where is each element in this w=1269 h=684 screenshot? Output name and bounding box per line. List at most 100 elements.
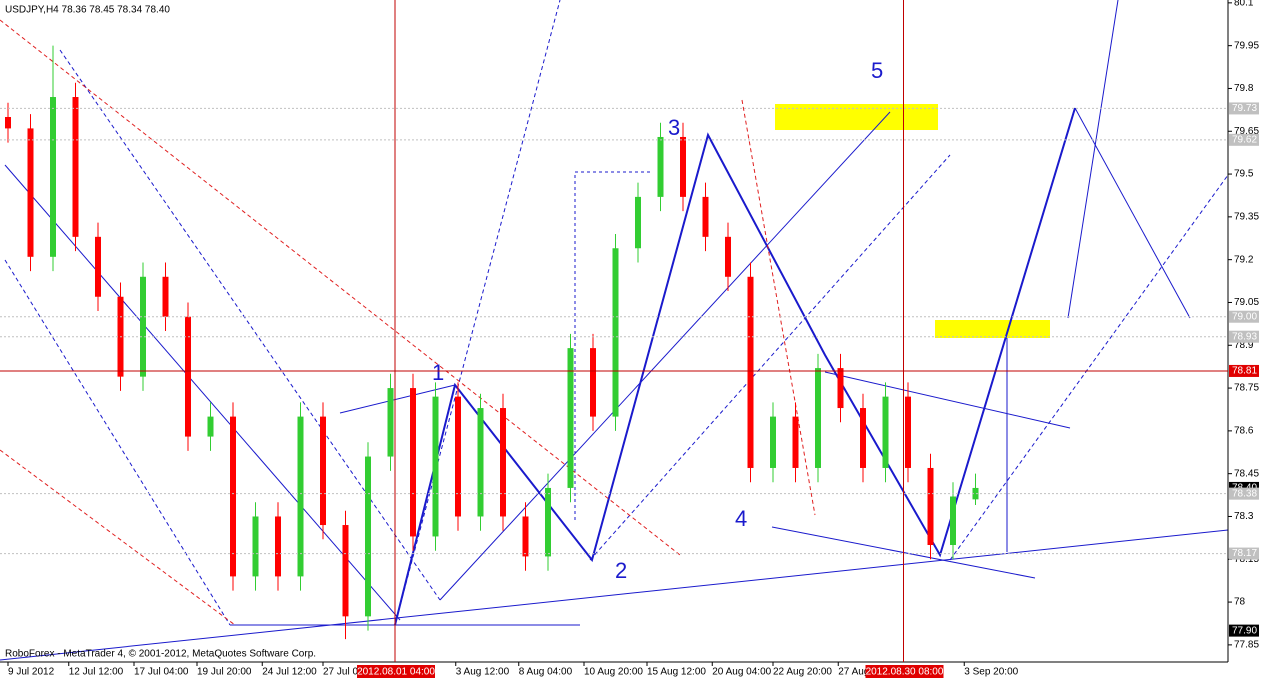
candle-body [5, 116, 11, 129]
price-label-bg [1229, 102, 1259, 115]
trend-line [1067, 0, 1119, 319]
x-tick-label: 19 Jul 20:00 [197, 667, 252, 678]
price-label: 78.17 [1232, 548, 1257, 559]
price-label: 78.93 [1232, 331, 1257, 342]
candle-body [275, 516, 281, 577]
candle-body [680, 136, 686, 197]
x-tick-label: 27 Jul 0 [323, 667, 358, 678]
candle-body [95, 236, 101, 297]
candle-body [27, 128, 34, 257]
x-tick-label: 8 Aug 04:00 [519, 667, 573, 678]
channel-line [394, 0, 561, 626]
candle-body [387, 388, 394, 457]
x-tick-label: 3 Aug 12:00 [456, 667, 510, 678]
y-tick-label: 78.45 [1234, 468, 1259, 479]
channel-line [574, 171, 650, 520]
y-tick-label: 78.3 [1234, 511, 1254, 522]
candle-body [500, 408, 506, 517]
candle-body [747, 276, 754, 468]
candle-body [927, 467, 934, 546]
candle-body [882, 396, 889, 468]
x-tick-label: 3 Sep 20:00 [964, 667, 1018, 678]
trend-line [4, 164, 401, 621]
candle-body [72, 97, 79, 237]
price-label: 79.00 [1232, 311, 1257, 322]
trend-line [439, 111, 891, 601]
price-label-bg [1229, 133, 1259, 146]
candle-body [635, 196, 641, 249]
price-label-bg [1229, 364, 1259, 377]
candle-body [320, 416, 326, 526]
cursor-label: 2012.08.01 04:00 [357, 667, 435, 678]
target-zone [935, 320, 1050, 338]
candle-body [365, 456, 371, 617]
candle-body [162, 276, 169, 317]
red-dash-line [0, 19, 681, 556]
cursor-label-bg [357, 665, 435, 678]
y-tick-label: 78.9 [1234, 340, 1254, 351]
chart-title: USDJPY,H4 78.36 78.45 78.34 78.40 [5, 5, 170, 16]
y-tick-label: 79.65 [1234, 126, 1259, 137]
wave-labels: 1 2 3 4 5 [432, 58, 883, 583]
candle-body [140, 276, 146, 377]
red-dash-line [741, 99, 816, 516]
candle-body [702, 196, 709, 237]
candle-body [950, 496, 956, 546]
candle-body [207, 416, 214, 437]
analysis-drawings [0, 0, 1229, 661]
target-zone [775, 104, 938, 130]
candle-body [252, 516, 259, 577]
cursor-label-bg [865, 665, 944, 678]
y-tick-label: 80.1 [1234, 0, 1254, 8]
candle-body [792, 416, 799, 468]
x-tick-label: 12 Jul 12:00 [69, 667, 124, 678]
candle-body [860, 408, 866, 468]
candle-body [590, 348, 596, 417]
candle-body [50, 97, 56, 257]
candle-body [725, 236, 731, 277]
candle-body [342, 525, 349, 617]
trend-line [0, 529, 1229, 661]
wave-label: 4 [735, 506, 747, 531]
x-tick-label: 15 Aug 12:00 [647, 667, 706, 678]
candle-body [185, 316, 191, 437]
candle-body [770, 416, 776, 468]
candle-body [410, 388, 416, 537]
price-label-bg [1229, 487, 1259, 500]
candle-body [522, 516, 529, 557]
y-tick-label: 79.8 [1234, 83, 1254, 94]
candle-body [432, 396, 439, 537]
y-tick-label: 79.05 [1234, 297, 1259, 308]
y-tick-label: 78.6 [1234, 426, 1254, 437]
wave-label: 5 [871, 58, 883, 83]
price-label: 77.90 [1232, 625, 1257, 636]
price-label-bg [1229, 547, 1259, 560]
x-tick-label: 17 Jul 04:00 [134, 667, 189, 678]
candle-body [837, 368, 844, 409]
cursor-label: 2012.08.30 08:00 [866, 667, 944, 678]
price-label-bg [1229, 330, 1259, 343]
candle-body [657, 136, 664, 197]
x-tick-label: 22 Aug 20:00 [773, 667, 832, 678]
y-tick-label: 78.75 [1234, 383, 1259, 394]
price-label: 79.62 [1232, 134, 1257, 145]
y-tick-label: 78 [1234, 597, 1246, 608]
footer: RoboForex - MetaTrader 4, © 2001-2012, M… [5, 649, 316, 660]
x-tick-label: 20 Aug 04:00 [712, 667, 771, 678]
wave-label: 2 [615, 558, 627, 583]
y-tick-label: 77.85 [1234, 640, 1259, 651]
candle-body [972, 487, 979, 500]
y-tick-label: 79.95 [1234, 40, 1259, 51]
y-tick-label: 79.2 [1234, 254, 1254, 265]
trend-line [1074, 107, 1191, 319]
x-tick-label: 24 Jul 12:00 [262, 667, 317, 678]
y-tick-label: 79.5 [1234, 169, 1254, 180]
channel-line [4, 259, 231, 626]
x-tick-label: 27 Aug [838, 667, 869, 678]
price-label: 78.81 [1232, 366, 1257, 377]
trend-line [824, 371, 1071, 429]
candle-body [297, 416, 304, 577]
candle-body [567, 348, 574, 488]
x-tick-label: 10 Aug 20:00 [584, 667, 643, 678]
